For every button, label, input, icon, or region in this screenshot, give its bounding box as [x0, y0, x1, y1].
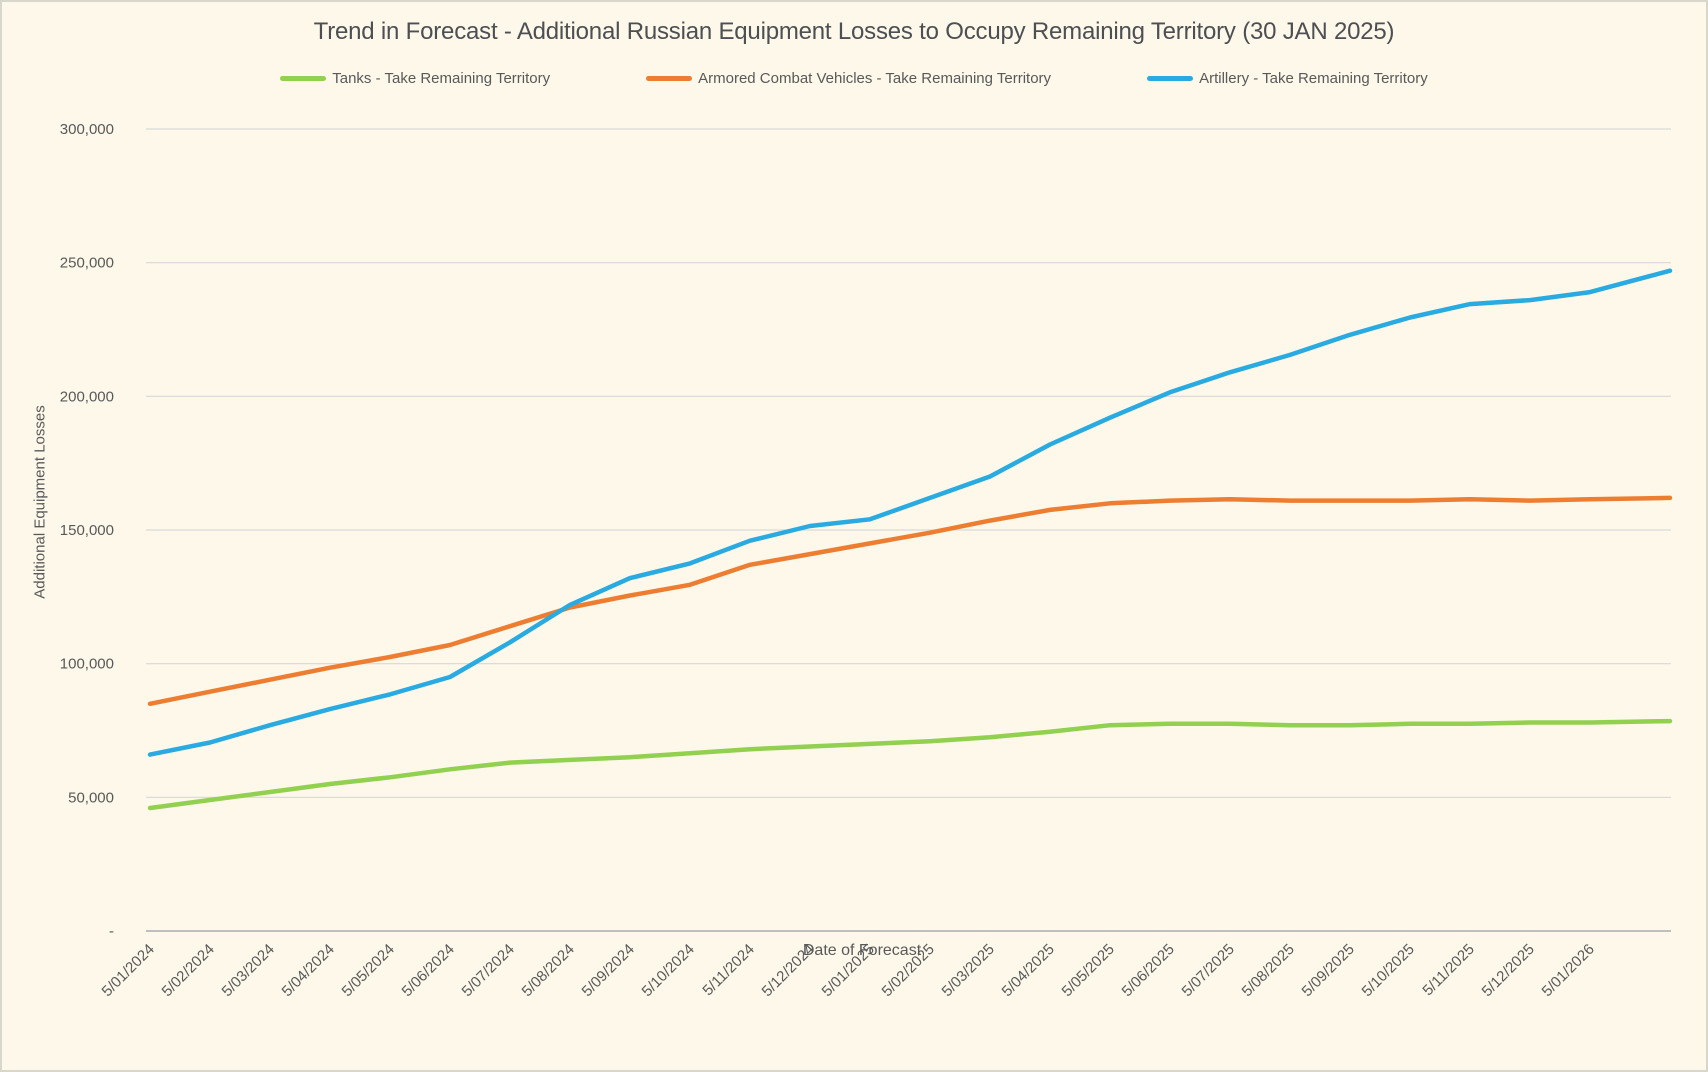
y-axis-title: Additional Equipment Losses — [31, 405, 49, 599]
legend-item-armored-combat-vehicles: Armored Combat Vehicles - Take Remaining… — [646, 70, 1051, 87]
legend-label-artillery: Artillery - Take Remaining Territory — [1199, 70, 1428, 87]
x-tick-label: 5/04/2025 — [999, 941, 1058, 1000]
x-tick-label: 5/08/2024 — [519, 941, 578, 1000]
x-tick-label: 5/07/2025 — [1179, 941, 1238, 1000]
x-tick-label: 5/07/2024 — [459, 941, 518, 1000]
x-tick-label: 5/03/2025 — [939, 941, 998, 1000]
y-tick-label: 250,000 — [60, 255, 114, 272]
y-tick-label: 50,000 — [68, 789, 114, 806]
x-tick-label: 5/02/2024 — [159, 941, 218, 1000]
y-axis-tick-labels: - 50,000 100,000 150,000 200,000 250,000 300,0… — [60, 121, 114, 940]
x-tick-label: 5/06/2025 — [1119, 941, 1178, 1000]
x-tick-label: 5/09/2025 — [1299, 941, 1358, 1000]
y-tick-label: 200,000 — [60, 388, 114, 405]
x-tick-label: 5/11/2025 — [1419, 941, 1477, 999]
legend-item-tanks: Tanks - Take Remaining Territory — [280, 70, 550, 87]
legend-item-artillery: Artillery - Take Remaining Territory — [1147, 70, 1428, 87]
x-tick-label: 5/12/2025 — [1479, 941, 1538, 1000]
x-tick-label: 5/01/2026 — [1539, 941, 1598, 1000]
x-tick-label: 5/05/2024 — [339, 941, 398, 1000]
legend-label-armored-combat-vehicles: Armored Combat Vehicles - Take Remaining… — [698, 70, 1052, 87]
y-tick-label: - — [109, 923, 114, 940]
series-line-1 — [147, 495, 1673, 707]
x-tick-label: 5/11/2024 — [699, 941, 757, 999]
series-line-0 — [147, 718, 1673, 811]
y-tick-label: 100,000 — [60, 656, 114, 673]
legend-swatch-armored-combat-vehicles-icon — [646, 76, 693, 81]
gridlines — [146, 128, 1671, 932]
x-tick-label: 5/04/2024 — [279, 941, 338, 1000]
legend-label-tanks: Tanks - Take Remaining Territory — [332, 70, 551, 87]
x-tick-label: 5/10/2024 — [639, 941, 698, 1000]
x-tick-label: 5/05/2025 — [1059, 941, 1118, 1000]
x-axis-title: Date of Forecast — [802, 942, 922, 959]
x-tick-label: 5/08/2025 — [1239, 941, 1298, 1000]
x-tick-label: 5/03/2024 — [219, 941, 278, 1000]
y-tick-label: 300,000 — [60, 121, 114, 138]
chart-legend: Tanks - Take Remaining Territory Armored… — [2, 70, 1706, 87]
series-line-2 — [147, 268, 1673, 757]
x-tick-label: 5/10/2025 — [1359, 941, 1418, 1000]
y-tick-label: 150,000 — [60, 522, 114, 539]
legend-swatch-tanks-icon — [280, 76, 327, 81]
legend-swatch-artillery-icon — [1147, 76, 1194, 81]
x-tick-label: 5/09/2024 — [579, 941, 638, 1000]
chart-title: Trend in Forecast - Additional Russian E… — [313, 18, 1395, 45]
x-tick-label: 5/01/2024 — [99, 941, 158, 1000]
series-lines — [147, 268, 1673, 811]
x-tick-label: 5/06/2024 — [399, 941, 458, 1000]
